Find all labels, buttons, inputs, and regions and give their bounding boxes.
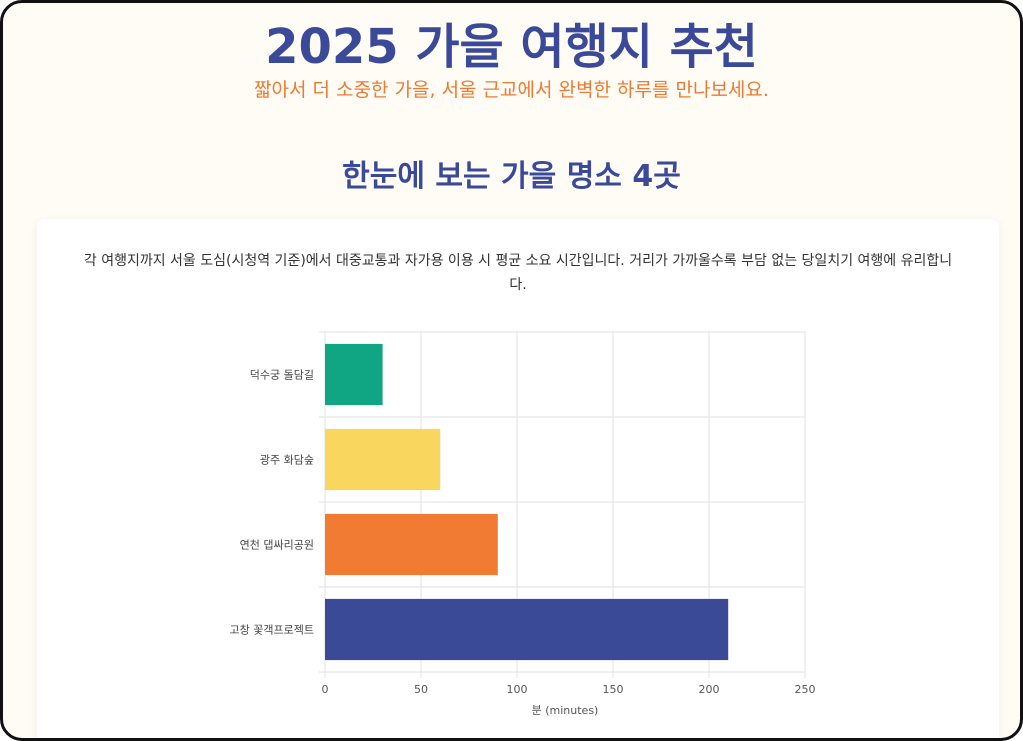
category-label-1: 광주 화담숲 — [260, 454, 314, 467]
category-label-0: 덕수궁 돌담길 — [250, 369, 314, 382]
bar-1 — [325, 428, 441, 491]
category-label-3: 고창 꽃객프로젝트 — [230, 624, 314, 637]
x-axis-title: 분 (minutes) — [532, 704, 599, 717]
x-tick-label-1: 50 — [414, 683, 428, 696]
category-label-2: 연천 댑싸리공원 — [240, 538, 314, 552]
x-tick-label-0: 0 — [322, 683, 329, 696]
page-subtitle: 짧아서 더 소중한 가을, 서울 근교에서 완벽한 하루를 만나보세요. — [254, 79, 769, 101]
bar-2 — [325, 513, 498, 576]
section-title: 한눈에 보는 가을 명소 4곳 — [342, 159, 681, 194]
page-title: 2025 가을 여행지 추천 — [265, 19, 758, 75]
x-tick-label-5: 250 — [795, 683, 816, 696]
bar-3 — [325, 598, 729, 661]
x-tick-label-4: 200 — [699, 683, 720, 696]
x-tick-label-3: 150 — [603, 683, 624, 696]
chart-description: 각 여행지까지 서울 도심(시청역 기준)에서 대중교통과 자가용 이용 시 평… — [83, 253, 953, 293]
x-tick-label-2: 100 — [507, 683, 528, 696]
bar-0 — [325, 343, 383, 406]
